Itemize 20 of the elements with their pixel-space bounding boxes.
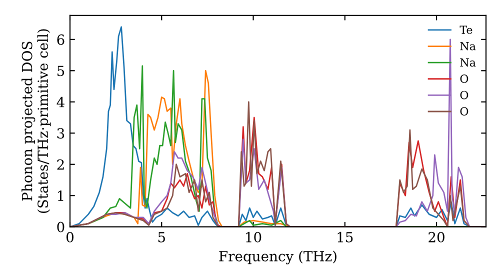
legend-label: Na (460, 42, 476, 50)
x-tick-label: 15 (338, 232, 353, 242)
legend-label: O (460, 107, 468, 116)
y-tick-label: 0 (57, 222, 64, 232)
y-tick-label: 2 (57, 159, 64, 170)
x-axis-title: Frequency (THz) (219, 250, 336, 264)
y-tick-label: 6 (57, 34, 64, 45)
legend-label: O (460, 74, 468, 83)
y-tick-label: 3 (57, 128, 64, 139)
x-tick-label: 0 (66, 232, 74, 242)
legend-label: Te (460, 26, 472, 34)
y-tick-label: 4 (56, 96, 64, 108)
legend-label: Na (460, 58, 476, 67)
y-tick-label: 5 (57, 66, 64, 76)
x-tick-label: 5 (158, 232, 165, 242)
x-tick-label: 10 (246, 232, 262, 242)
x-tick-label: 20 (428, 232, 444, 242)
y-tick-label: 1 (58, 190, 64, 201)
y-axis-title: Phonon projected DOS (States/THz·primitive cell) (22, 29, 51, 213)
legend-label: O (460, 90, 468, 100)
